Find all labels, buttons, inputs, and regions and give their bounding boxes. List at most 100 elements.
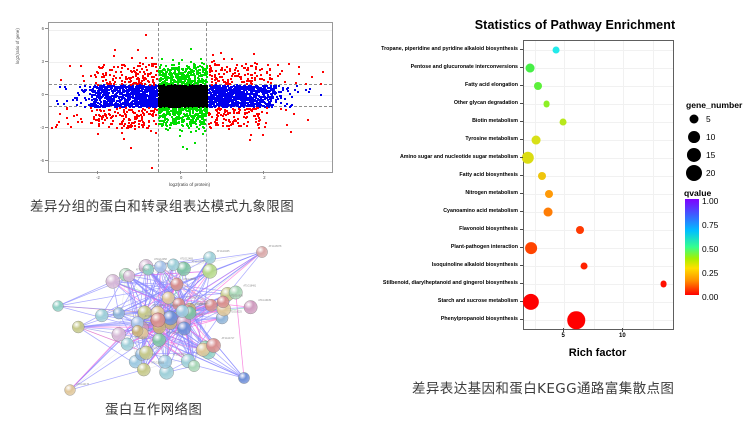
nine-quadrant-point <box>174 106 176 109</box>
nine-quadrant-point <box>135 104 138 107</box>
nine-quadrant-point <box>227 104 230 107</box>
nine-quadrant-point <box>155 84 158 87</box>
nine-quadrant-point <box>190 73 193 76</box>
nine-quadrant-point <box>265 84 268 87</box>
nine-quadrant-point <box>135 86 138 89</box>
nine-quadrant-point <box>177 80 179 83</box>
nine-quadrant-point <box>87 97 90 100</box>
nine-quadrant-point <box>181 123 184 126</box>
nine-quadrant-point <box>201 87 204 90</box>
nine-quadrant-point <box>174 86 177 89</box>
nine-quadrant-point <box>230 75 233 78</box>
nine-quadrant-point <box>208 123 211 126</box>
nine-quadrant-point <box>208 95 211 98</box>
nine-quadrant-point <box>261 89 264 92</box>
nine-quadrant-point <box>103 88 106 91</box>
nine-quadrant-point <box>203 113 206 116</box>
nine-quadrant-point <box>146 94 149 97</box>
nine-quadrant-point <box>271 92 274 95</box>
nine-quadrant-point <box>204 118 207 121</box>
nine-quadrant-point <box>137 125 140 128</box>
nine-quadrant-point <box>230 58 233 61</box>
nine-quadrant-point <box>140 96 143 99</box>
nine-quadrant-point <box>248 87 251 90</box>
nine-quadrant-point <box>235 96 238 99</box>
nine-quadrant-point <box>193 77 196 80</box>
nine-quadrant-point <box>176 99 179 102</box>
nine-quadrant-point <box>99 102 102 105</box>
nine-quadrant-point <box>177 97 180 100</box>
nine-quadrant-point <box>165 89 168 92</box>
nine-quadrant-point <box>134 93 137 96</box>
nine-quadrant-point <box>267 93 270 96</box>
nine-quadrant-point <box>196 84 199 87</box>
nine-quadrant-point <box>140 92 143 95</box>
nine-quadrant-point <box>129 104 132 107</box>
nine-quadrant-point <box>165 125 168 128</box>
nine-quadrant-point <box>179 101 182 104</box>
nine-quadrant-point <box>225 101 228 104</box>
nine-quadrant-point <box>251 92 254 95</box>
nine-quadrant-point <box>259 99 262 102</box>
nine-quadrant-point <box>178 128 181 131</box>
nine-quadrant-point <box>164 95 167 98</box>
nine-quadrant-point <box>187 67 190 70</box>
nine-quadrant-point <box>286 87 289 90</box>
nine-quadrant-point <box>182 86 185 89</box>
nine-quadrant-point <box>139 86 142 89</box>
nine-quadrant-point <box>238 91 241 94</box>
nine-quadrant-point <box>166 128 169 131</box>
nine-quadrant-point <box>204 83 207 86</box>
nine-quadrant-point <box>59 86 62 89</box>
nine-quadrant-point <box>188 117 191 120</box>
nine-quadrant-point <box>83 106 86 109</box>
nine-quadrant-point <box>242 94 245 97</box>
nine-quadrant-point <box>159 115 162 118</box>
nine-quadrant-point <box>134 127 137 130</box>
nine-quadrant-point <box>192 95 195 98</box>
nine-quadrant-point <box>198 85 201 88</box>
nine-quadrant-point <box>65 99 68 102</box>
nine-quadrant-point <box>76 91 79 94</box>
nine-quadrant-point <box>109 85 112 88</box>
nine-quadrant-point <box>271 96 274 99</box>
nine-quadrant-point <box>158 107 161 110</box>
nine-quadrant-point <box>320 93 323 96</box>
nine-quadrant-point <box>202 68 205 71</box>
nine-quadrant-point <box>268 105 271 108</box>
nine-quadrant-point <box>189 97 192 100</box>
nine-quadrant-point <box>243 97 246 100</box>
nine-quadrant-point <box>245 92 248 95</box>
nine-quadrant-point <box>269 88 272 91</box>
nine-quadrant-point <box>275 101 278 104</box>
nine-quadrant-point <box>103 105 106 108</box>
nine-quadrant-point <box>195 81 197 84</box>
nine-quadrant-point <box>193 98 196 101</box>
nine-quadrant-point <box>217 86 220 89</box>
nine-quadrant-point <box>199 57 202 60</box>
nine-quadrant-point <box>159 77 162 80</box>
nine-quadrant-point <box>281 88 284 91</box>
nine-quadrant-point <box>168 94 171 97</box>
nine-quadrant-point <box>226 85 229 87</box>
nine-quadrant-point <box>84 84 87 87</box>
nine-quadrant-point <box>202 118 205 121</box>
nine-quadrant-point <box>129 97 132 100</box>
nine-quadrant-point <box>277 84 280 87</box>
nine-quadrant-point <box>188 91 191 94</box>
nine-quadrant-point <box>205 110 208 113</box>
nine-quadrant-point <box>167 68 170 71</box>
nine-quadrant-point <box>170 88 173 91</box>
nine-quadrant-point <box>198 68 201 71</box>
nine-quadrant-point <box>198 114 201 117</box>
nine-quadrant-point <box>311 76 314 79</box>
nine-quadrant-point <box>159 82 162 85</box>
nine-quadrant-point <box>190 47 193 50</box>
nine-quadrant-point <box>172 122 175 125</box>
nine-quadrant-point <box>257 97 260 100</box>
nine-quadrant-point <box>170 115 173 118</box>
nine-quadrant-point <box>214 105 217 108</box>
nine-quadrant-point <box>179 134 182 137</box>
nine-quadrant-point <box>186 83 189 85</box>
nine-quadrant-point <box>204 69 207 72</box>
